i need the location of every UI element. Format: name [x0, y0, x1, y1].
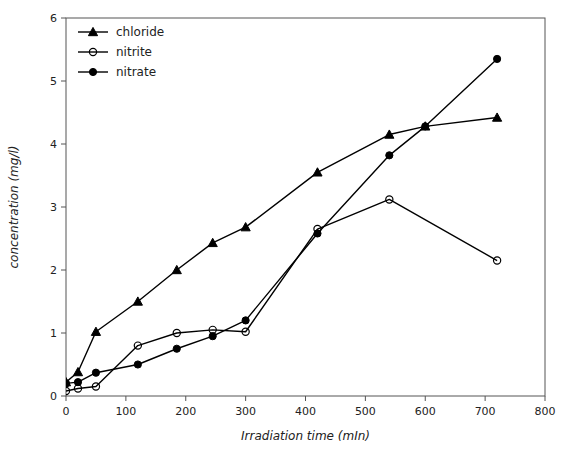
point	[92, 369, 99, 376]
x-tick	[485, 396, 486, 401]
series-line	[66, 199, 497, 391]
series	[66, 196, 501, 395]
point	[66, 380, 70, 387]
y-tick	[61, 207, 66, 208]
x-tick-label: 800	[535, 405, 556, 418]
series-line	[66, 59, 497, 383]
x-tick-label: 0	[63, 405, 70, 418]
legend-label: nitrate	[116, 65, 156, 79]
x-tick-label: 700	[475, 405, 496, 418]
y-tick-label: 4	[50, 138, 57, 151]
point	[241, 223, 250, 231]
point	[208, 238, 217, 246]
point	[242, 328, 249, 335]
point	[73, 367, 82, 375]
point	[386, 152, 393, 159]
y-tick	[61, 270, 66, 271]
x-tick	[305, 396, 306, 401]
x-tick-label: 400	[295, 405, 316, 418]
legend-label: chloride	[116, 25, 164, 39]
point	[172, 265, 181, 273]
point	[313, 168, 322, 176]
x-tick	[185, 396, 186, 401]
x-tick-label: 500	[355, 405, 376, 418]
point	[242, 317, 249, 324]
point	[134, 361, 141, 368]
x-tick-label: 100	[115, 405, 136, 418]
series-line	[66, 118, 497, 383]
point	[134, 342, 141, 349]
y-tick-label: 2	[50, 264, 57, 277]
y-tick-label: 0	[50, 390, 57, 403]
x-tick-label: 300	[235, 405, 256, 418]
x-tick-label: 200	[175, 405, 196, 418]
legend-marker	[89, 48, 96, 55]
point	[74, 379, 81, 386]
legend-marker	[89, 68, 96, 75]
x-tick-label: 600	[415, 405, 436, 418]
point	[91, 327, 100, 335]
point	[66, 387, 70, 394]
y-tick	[61, 144, 66, 145]
y-tick-label: 1	[50, 327, 57, 340]
x-tick	[125, 396, 126, 401]
data-area	[66, 55, 502, 394]
legend-line	[78, 51, 108, 52]
chart-container: 0 100 200 300 400 500 600 700 800 0 1 2 3 4 5 6 Irradiat…	[0, 0, 567, 454]
legend: chloride nitrite nitrate	[78, 25, 164, 79]
point	[92, 383, 99, 390]
point	[422, 123, 429, 130]
x-tick	[245, 396, 246, 401]
plot-frame	[66, 18, 545, 396]
x-tick	[365, 396, 366, 401]
point	[314, 230, 321, 237]
x-axis-label: Irradiation time (mIn)	[241, 429, 370, 443]
axes: 0 100 200 300 400 500 600 700 800 0 1 2 3 4 5 6	[50, 12, 556, 418]
point	[209, 333, 216, 340]
legend-marker	[88, 27, 97, 35]
point	[133, 297, 142, 305]
point	[173, 329, 180, 336]
series	[66, 55, 501, 387]
y-tick	[61, 396, 66, 397]
series	[66, 113, 502, 386]
y-tick	[61, 81, 66, 82]
y-axis-label: concentration (mg/l)	[7, 146, 21, 269]
point	[494, 257, 501, 264]
legend-label: nitrite	[116, 45, 152, 59]
y-tick	[61, 18, 66, 19]
point	[494, 55, 501, 62]
y-tick	[61, 333, 66, 334]
chart-svg: 0 100 200 300 400 500 600 700 800 0 1 2 3 4 5 6 Irradiat…	[0, 0, 567, 454]
point	[385, 130, 394, 138]
y-tick-label: 5	[50, 75, 57, 88]
x-tick	[425, 396, 426, 401]
y-tick-label: 6	[50, 12, 57, 25]
point	[493, 113, 502, 121]
point	[386, 196, 393, 203]
point	[173, 345, 180, 352]
x-tick	[66, 396, 67, 401]
y-tick-label: 3	[50, 201, 57, 214]
x-tick	[545, 396, 546, 401]
